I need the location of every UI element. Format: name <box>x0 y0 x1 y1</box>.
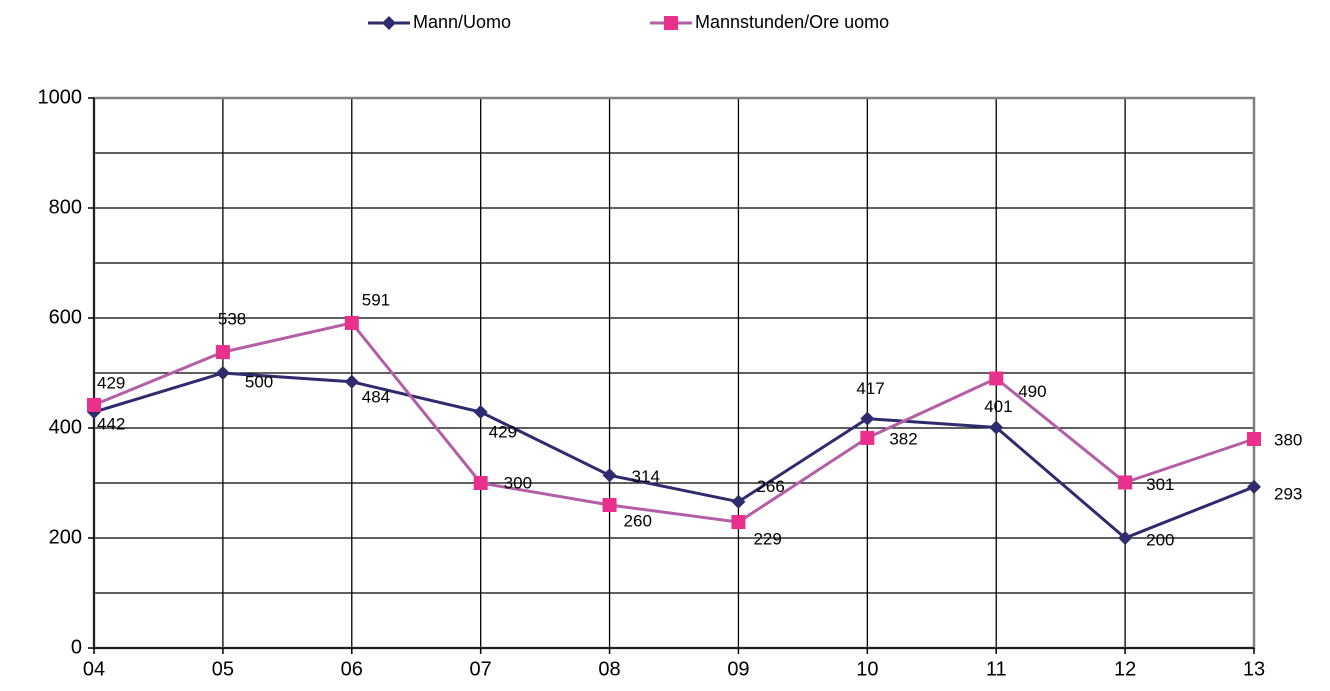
point <box>1118 531 1133 545</box>
y-tick-label: 400 <box>49 416 82 438</box>
data-label: 300 <box>504 473 532 492</box>
point <box>989 420 1004 435</box>
point <box>989 371 1004 386</box>
legend-label: Mannstunden/Ore uomo <box>695 12 889 32</box>
x-tick-label: 10 <box>856 658 878 680</box>
data-label: 382 <box>889 429 917 448</box>
point <box>1247 432 1261 446</box>
point <box>473 476 488 490</box>
x-tick-label: 12 <box>1114 658 1136 680</box>
data-label: 442 <box>97 414 125 433</box>
point <box>473 405 488 420</box>
point <box>602 468 617 483</box>
point <box>860 411 875 426</box>
data-label: 401 <box>984 397 1012 416</box>
x-tick-label: 09 <box>727 658 749 680</box>
data-label: 484 <box>362 387 390 406</box>
x-tick-label: 05 <box>212 658 234 680</box>
point <box>731 515 746 530</box>
x-tick-label: 13 <box>1243 658 1265 680</box>
y-tick-label: 1000 <box>38 86 83 108</box>
legend-marker <box>664 16 678 30</box>
series-line <box>93 371 1255 540</box>
point <box>731 494 746 509</box>
point <box>215 366 230 380</box>
x-tick-label: 06 <box>341 658 363 680</box>
point <box>344 374 359 389</box>
point <box>1118 475 1133 490</box>
point <box>87 397 101 412</box>
y-tick-label: 800 <box>49 196 82 218</box>
x-tick-label: 11 <box>986 658 1007 680</box>
data-label: 293 <box>1274 484 1302 503</box>
data-label: 429 <box>97 374 125 393</box>
data-label: 314 <box>632 467 660 486</box>
data-label: 200 <box>1146 530 1174 549</box>
y-tick-label: 600 <box>49 306 82 328</box>
point <box>602 498 617 512</box>
series-line <box>93 321 1255 524</box>
point <box>1247 479 1261 494</box>
data-label: 429 <box>489 423 517 442</box>
y-tick-label: 0 <box>71 636 82 658</box>
data-label: 229 <box>753 530 781 549</box>
data-label: 591 <box>362 290 390 309</box>
point <box>344 315 359 330</box>
data-label: 301 <box>1146 475 1174 494</box>
x-tick-label: 08 <box>598 658 620 680</box>
point <box>860 430 875 445</box>
data-label: 380 <box>1274 430 1302 449</box>
data-label: 266 <box>756 477 784 496</box>
point <box>215 345 230 360</box>
data-label: 417 <box>856 379 884 398</box>
data-label: 490 <box>1018 382 1046 401</box>
legend-marker <box>382 16 396 30</box>
x-tick-label: 04 <box>83 658 105 680</box>
y-tick-label: 200 <box>49 526 82 548</box>
data-label: 538 <box>218 310 246 329</box>
data-label: 260 <box>624 511 652 530</box>
legend-label: Mann/Uomo <box>413 12 511 32</box>
data-label: 500 <box>245 372 273 391</box>
x-tick-label: 07 <box>470 658 492 680</box>
